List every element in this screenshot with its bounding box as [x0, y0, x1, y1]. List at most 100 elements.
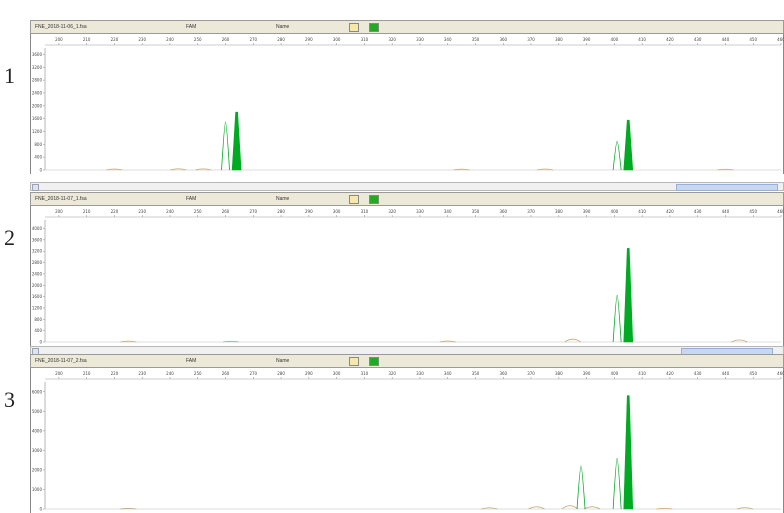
- horizontal-scrollbar[interactable]: [30, 182, 784, 191]
- noise-peak: [120, 508, 137, 510]
- x-tick-label: 240: [166, 209, 174, 214]
- x-tick-label: 210: [83, 209, 91, 214]
- x-tick-label: 460: [777, 209, 784, 214]
- x-tick-label: 290: [305, 209, 313, 214]
- x-tick-label: 270: [249, 371, 257, 376]
- dye-color-icon[interactable]: [369, 357, 379, 366]
- x-tick-label: 440: [722, 371, 730, 376]
- x-tick-label: 350: [472, 37, 480, 42]
- panel-number-3: 3: [4, 387, 15, 412]
- x-tick-label: 430: [694, 209, 702, 214]
- warning-icon[interactable]: [349, 357, 359, 366]
- plot-area: 200 210 220 230 240 250 260 270 280 290 300 310 320 3…: [30, 34, 784, 174]
- outline-peak: [221, 121, 230, 171]
- filled-peak: [623, 119, 634, 171]
- x-tick-label: 300: [333, 209, 341, 214]
- scroll-left-button[interactable]: [32, 184, 39, 191]
- warning-icon[interactable]: [349, 23, 359, 32]
- panel-header: FNE_2018-11-07_1.fsa FAM Name: [30, 192, 784, 206]
- x-tick-label: 440: [722, 209, 730, 214]
- y-tick-label: 0: [39, 507, 42, 512]
- x-tick-label: 420: [666, 209, 674, 214]
- x-tick-label: 370: [527, 371, 535, 376]
- noise-peak: [106, 168, 123, 171]
- x-tick-label: 340: [444, 371, 452, 376]
- x-tick-label: 260: [222, 37, 230, 42]
- x-tick-label: 430: [694, 371, 702, 376]
- x-tick-label: 460: [777, 371, 784, 376]
- x-tick-label: 200: [55, 37, 63, 42]
- electropherogram-panel-3: FNE_2018-11-07_2.fsa FAM Name 200 210 220 2…: [30, 354, 784, 513]
- y-tick-label: 400: [34, 155, 42, 160]
- x-tick-label: 240: [166, 371, 174, 376]
- y-tick-label: 3600: [32, 52, 43, 57]
- outline-peak: [576, 465, 586, 510]
- x-tick-label: 320: [388, 371, 396, 376]
- x-tick-label: 450: [749, 37, 757, 42]
- noise-peak: [564, 338, 581, 343]
- y-tick-label: 1200: [32, 305, 43, 310]
- x-tick-label: 250: [194, 37, 202, 42]
- y-tick-label: 2000: [32, 283, 43, 288]
- plot-area: 200 210 220 230 240 250 260 270 280 290 300 310 320 3…: [30, 206, 784, 346]
- x-tick-label: 290: [305, 371, 313, 376]
- x-tick-label: 280: [277, 37, 285, 42]
- noise-peak: [731, 339, 748, 343]
- name-label: Name: [276, 24, 290, 30]
- y-tick-label: 4000: [32, 226, 43, 231]
- y-tick-label: 0: [39, 168, 42, 173]
- x-tick-label: 220: [111, 209, 119, 214]
- x-tick-label: 450: [749, 371, 757, 376]
- y-tick-label: 3000: [32, 448, 43, 453]
- warning-icon[interactable]: [349, 195, 359, 204]
- x-tick-label: 410: [638, 37, 646, 42]
- y-tick-label: 2800: [32, 78, 43, 83]
- x-tick-label: 250: [194, 209, 202, 214]
- x-tick-label: 330: [416, 209, 424, 214]
- noise-peak: [736, 507, 754, 510]
- x-tick-label: 410: [638, 209, 646, 214]
- outline-peak: [612, 457, 622, 510]
- x-tick-label: 430: [694, 37, 702, 42]
- outline-peak: [612, 294, 622, 343]
- y-tick-label: 6000: [32, 389, 43, 394]
- noise-peak: [170, 168, 187, 171]
- x-tick-label: 330: [416, 37, 424, 42]
- y-tick-label: 1600: [32, 294, 43, 299]
- x-tick-label: 230: [138, 209, 146, 214]
- x-tick-label: 290: [305, 37, 313, 42]
- x-tick-label: 280: [277, 209, 285, 214]
- noise-peak: [481, 507, 498, 510]
- x-tick-label: 230: [138, 371, 146, 376]
- noise-peak: [561, 505, 579, 510]
- panel-number-1: 1: [4, 63, 15, 88]
- electropherogram-chart: 200 210 220 230 240 250 260 270 280 290 300 310 320 3…: [32, 371, 784, 512]
- x-tick-label: 310: [361, 209, 369, 214]
- x-tick-label: 330: [416, 371, 424, 376]
- noise-peak: [536, 168, 554, 171]
- x-tick-label: 400: [611, 37, 619, 42]
- dye-color-icon[interactable]: [369, 195, 379, 204]
- noise-peak: [656, 507, 673, 510]
- electropherogram-chart: 200 210 220 230 240 250 260 270 280 290 300 310 320 3…: [32, 209, 784, 345]
- electropherogram-panel-2: FNE_2018-11-07_1.fsa FAM Name 200 210 220 2…: [30, 192, 784, 355]
- dye-label: FAM: [186, 358, 197, 364]
- x-tick-label: 220: [111, 371, 119, 376]
- x-tick-label: 420: [666, 371, 674, 376]
- x-tick-label: 310: [361, 371, 369, 376]
- y-tick-label: 400: [34, 328, 42, 333]
- x-tick-label: 270: [249, 209, 257, 214]
- y-tick-label: 800: [34, 317, 42, 322]
- x-tick-label: 380: [555, 209, 563, 214]
- y-tick-label: 3200: [32, 65, 43, 70]
- filled-peak: [623, 248, 634, 343]
- x-tick-label: 350: [472, 371, 480, 376]
- electropherogram-panel-1: FNE_2018-11-06_1.fsa FAM Name 200 210 220 2…: [30, 20, 784, 192]
- panel-header: FNE_2018-11-07_2.fsa FAM Name: [30, 354, 784, 368]
- x-tick-label: 320: [388, 37, 396, 42]
- y-tick-label: 5000: [32, 409, 43, 414]
- dye-color-icon[interactable]: [369, 23, 379, 32]
- x-tick-label: 360: [499, 37, 507, 42]
- dye-label: FAM: [186, 24, 197, 30]
- scroll-thumb[interactable]: [676, 184, 778, 191]
